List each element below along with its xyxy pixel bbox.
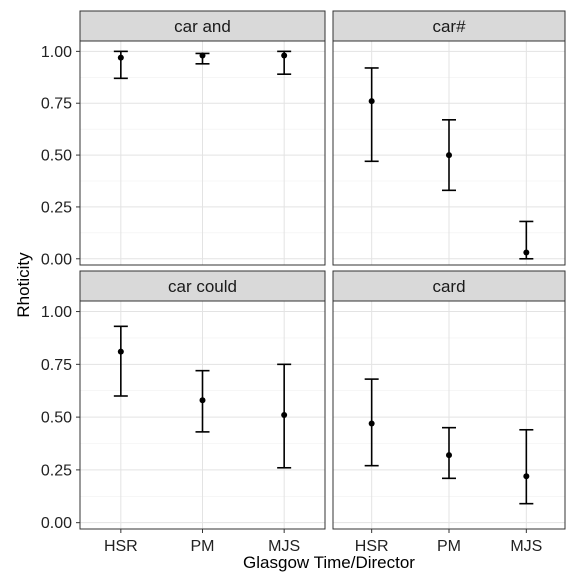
data-point	[446, 452, 452, 459]
facet-strip-label: car could	[168, 277, 237, 296]
data-point	[117, 54, 124, 61]
x-tick-label: MJS	[268, 538, 300, 555]
y-tick-label: 0.50	[41, 410, 72, 427]
y-tick-label: 0.25	[41, 199, 72, 216]
data-point	[199, 52, 206, 59]
data-point	[368, 420, 375, 427]
data-point	[281, 412, 288, 418]
facet-strip	[79, 10, 326, 42]
y-tick-label: 0.75	[41, 357, 72, 374]
data-point	[523, 473, 530, 480]
data-point	[199, 397, 206, 404]
data-point	[523, 249, 530, 256]
x-tick-label: PM	[437, 538, 461, 555]
y-tick-label: 0.75	[41, 96, 72, 113]
y-axis-title: Rhoticity	[14, 252, 33, 318]
x-tick-label: MJS	[510, 538, 542, 555]
facet-strip	[332, 10, 566, 42]
x-tick-label: PM	[191, 538, 215, 555]
data-point	[368, 98, 375, 105]
facet-strip-label: car and	[174, 17, 231, 36]
data-point	[446, 152, 452, 159]
data-point	[281, 52, 288, 59]
facet-strip-label: car#	[432, 17, 466, 36]
y-tick-label: 0.00	[41, 251, 72, 268]
facet-strip-label: card	[432, 277, 465, 296]
facet-strip	[79, 270, 326, 302]
y-tick-label: 1.00	[41, 304, 72, 321]
y-tick-label: 0.00	[41, 515, 72, 532]
y-tick-label: 0.25	[41, 462, 72, 479]
x-axis-title: Glasgow Time/Director	[243, 553, 415, 572]
data-point	[117, 348, 124, 355]
x-tick-label: HSR	[104, 538, 138, 555]
y-tick-label: 1.00	[41, 44, 72, 61]
facet-strip	[332, 270, 566, 302]
y-tick-label: 0.50	[41, 148, 72, 165]
x-tick-label: HSR	[355, 538, 389, 555]
